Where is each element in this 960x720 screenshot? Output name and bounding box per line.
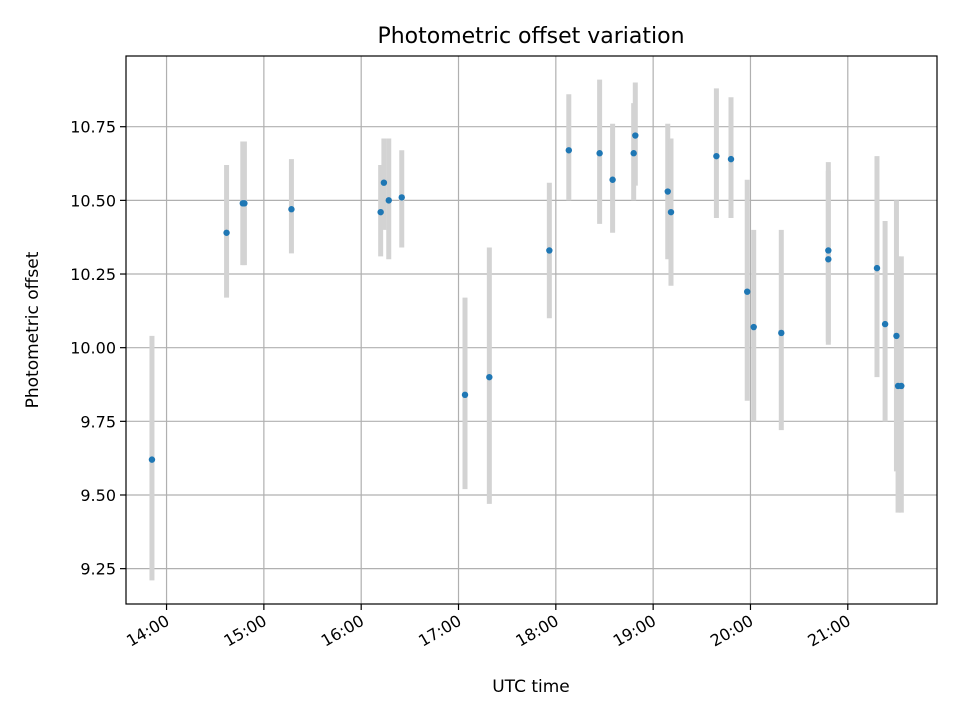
y-tick-label: 10.75 [70, 118, 116, 137]
data-point [461, 391, 469, 399]
x-tick-label: 14:00 [123, 611, 172, 651]
x-axis-label: UTC time [492, 677, 570, 697]
data-point [377, 208, 384, 216]
y-ticks: 9.25 9.50 9.75 10.00 10.25 10.50 10.75 [70, 118, 126, 579]
data-point [596, 150, 603, 157]
x-tick-label: 18:00 [512, 611, 561, 651]
data-point [380, 179, 388, 186]
data-point [744, 288, 751, 295]
data-point [713, 152, 720, 160]
x-tick-label: 21:00 [804, 611, 853, 651]
data-point [546, 247, 553, 254]
x-tick-label: 17:00 [415, 611, 464, 651]
data-point [148, 456, 156, 463]
data-point [565, 147, 573, 154]
data-point [398, 194, 405, 201]
data-point [385, 197, 392, 204]
data-point [825, 247, 832, 254]
data-point [664, 188, 671, 195]
data-point [486, 373, 493, 381]
y-tick-label: 10.00 [70, 339, 116, 358]
gridlines [126, 56, 937, 604]
data-point [630, 150, 637, 157]
x-tick-label: 15:00 [220, 611, 269, 651]
data-point [241, 200, 248, 207]
data-point [223, 229, 230, 236]
data-point [825, 256, 832, 263]
data-point [873, 264, 881, 272]
data-point [667, 208, 675, 216]
x-tick-label: 19:00 [610, 611, 659, 651]
data-point [778, 329, 785, 337]
data-point [898, 382, 905, 390]
y-tick-label: 9.50 [80, 486, 116, 505]
data-point [881, 320, 889, 328]
data-points [148, 132, 905, 463]
y-tick-label: 10.25 [70, 265, 116, 284]
y-tick-label: 9.25 [80, 560, 116, 579]
data-point [288, 206, 295, 213]
y-axis-label: Photometric offset [23, 251, 43, 408]
data-point [893, 332, 900, 340]
y-tick-label: 9.75 [80, 412, 116, 431]
data-point [632, 132, 639, 139]
x-tick-label: 20:00 [707, 611, 756, 651]
chart-title: Photometric offset variation [377, 24, 684, 49]
plot-frame [125, 55, 938, 605]
x-tick-label: 16:00 [318, 611, 367, 651]
data-point [750, 323, 757, 331]
data-point [727, 155, 735, 163]
x-ticks: 14:00 15:00 16:00 17:00 18:00 19:00 20:00 21:00 [123, 604, 854, 651]
y-tick-label: 10.50 [70, 191, 116, 210]
data-point [609, 176, 616, 183]
